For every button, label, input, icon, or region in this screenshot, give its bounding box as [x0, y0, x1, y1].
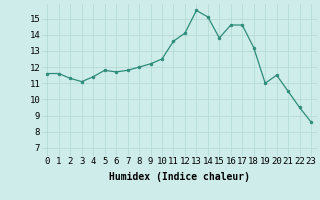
X-axis label: Humidex (Indice chaleur): Humidex (Indice chaleur)	[109, 172, 250, 182]
